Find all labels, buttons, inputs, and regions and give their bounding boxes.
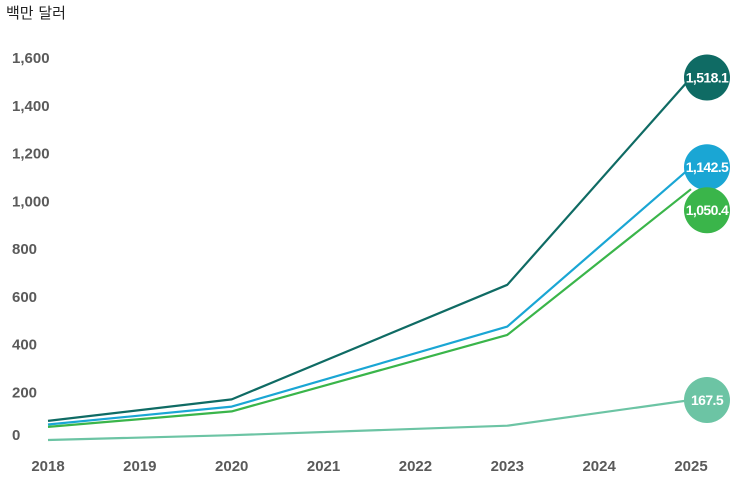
y-axis: 0 200 400 600 800 1,000 1,200 1,400 1,600 [12, 50, 50, 444]
y-tick-label: 1,400 [12, 98, 50, 115]
x-tick-label: 2022 [399, 458, 432, 475]
y-tick-label: 1,200 [12, 146, 50, 163]
end-value-bubble-1 [684, 54, 730, 101]
end-value-bubble-4 [684, 377, 730, 424]
x-tick-label: 2023 [491, 458, 524, 475]
y-tick-label: 1,000 [12, 193, 50, 210]
series-line-1 [47, 76, 692, 422]
end-value-bubble-2 [684, 144, 730, 191]
y-tick-label: 600 [12, 289, 37, 306]
x-tick-label: 2024 [582, 458, 616, 475]
y-tick-label: 400 [12, 337, 37, 354]
unit-label: 백만 달러 [6, 4, 66, 22]
y-tick-label: 1,600 [12, 50, 50, 67]
end-value-label-4: 167.5 [691, 392, 724, 408]
series-lines [47, 76, 692, 442]
x-axis: 2018 2019 2020 2021 2022 2023 2024 2025 [31, 458, 707, 475]
series-line-2 [47, 166, 692, 426]
y-tick-label: 800 [12, 241, 37, 258]
series-line-4 [47, 398, 692, 442]
series-line-3 [47, 188, 692, 428]
end-value-label-3: 1,050.4 [686, 202, 729, 218]
y-tick-label: 200 [12, 384, 37, 401]
x-tick-label: 2018 [31, 458, 64, 475]
y-tick-label: 0 [12, 427, 20, 444]
end-value-label-1: 1,518.1 [686, 70, 729, 86]
end-value-labels: 1,518.1 1,142.5 1,050.4 167.5 [684, 54, 730, 424]
x-tick-label: 2020 [215, 458, 248, 475]
x-tick-label: 2019 [123, 458, 156, 475]
x-tick-label: 2021 [307, 458, 340, 475]
end-value-bubble-3 [684, 187, 730, 234]
x-tick-label: 2025 [674, 458, 707, 475]
end-value-label-2: 1,142.5 [686, 159, 729, 175]
